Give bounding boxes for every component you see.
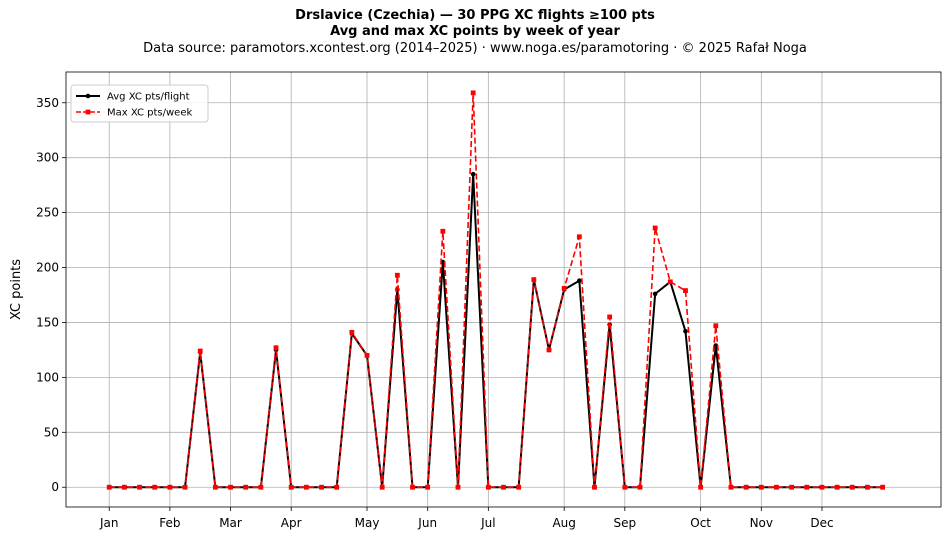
chart-subtitle: Avg and max XC points by week of year	[330, 24, 620, 39]
y-tick-label: 350	[36, 96, 59, 110]
data-point-max	[652, 225, 658, 231]
data-point-avg	[577, 278, 582, 284]
data-point-max	[182, 484, 188, 490]
x-tick-label: Nov	[750, 516, 773, 530]
series-avg	[106, 171, 885, 490]
data-point-max	[425, 484, 431, 490]
legend-marker	[85, 93, 91, 99]
data-point-max	[622, 484, 628, 490]
x-tick-label: Feb	[159, 516, 180, 530]
data-point-max	[349, 329, 355, 335]
plot-frame	[65, 71, 942, 508]
data-point-max	[774, 484, 779, 490]
data-point-max	[789, 484, 795, 490]
data-point-max	[592, 484, 597, 490]
legend-box	[70, 84, 209, 123]
data-point-max	[197, 348, 203, 354]
data-point-max	[501, 484, 506, 490]
x-tick-label: May	[355, 516, 380, 530]
data-point-max	[440, 228, 446, 234]
data-point-max	[288, 484, 294, 490]
data-point-max	[364, 353, 370, 358]
data-point-max	[849, 484, 855, 490]
data-point-max	[637, 484, 643, 490]
data-point-avg	[683, 328, 688, 334]
data-point-max	[273, 345, 279, 351]
data-point-max	[455, 484, 461, 490]
data-point-max	[758, 484, 764, 490]
data-point-avg	[713, 343, 719, 348]
data-point-max	[106, 484, 112, 490]
data-point-max	[379, 484, 385, 490]
data-point-max	[243, 484, 249, 490]
data-point-max	[410, 484, 415, 490]
y-tick-label: 250	[36, 206, 59, 220]
data-point-max	[152, 484, 158, 490]
x-tick-label: Apr	[281, 516, 302, 530]
data-point-max	[728, 484, 734, 490]
data-point-max	[561, 286, 567, 291]
x-tick-label: Aug	[552, 516, 575, 530]
y-axis-label: XC points	[9, 259, 24, 320]
data-point-max	[121, 484, 127, 490]
data-point-max	[713, 323, 719, 329]
data-point-max	[698, 484, 704, 490]
x-tick-label: Jul	[480, 516, 495, 530]
y-tick-label: 0	[51, 480, 59, 494]
data-point-max	[319, 484, 324, 490]
x-tick-label: Oct	[690, 516, 711, 530]
data-point-max	[516, 484, 522, 490]
data-point-max	[819, 484, 825, 490]
data-point-max	[334, 484, 340, 490]
x-tick-label: Sep	[614, 516, 637, 530]
data-point-max	[880, 484, 886, 490]
legend-label: Avg XC pts/flight	[107, 92, 190, 103]
data-point-max	[546, 347, 552, 353]
data-point-max	[470, 90, 476, 96]
data-point-max	[834, 484, 840, 490]
data-point-max	[485, 484, 491, 490]
data-point-avg	[652, 291, 658, 297]
data-point-max	[683, 288, 688, 293]
y-tick-label: 50	[44, 425, 59, 439]
data-point-max	[212, 484, 218, 490]
grid-lines	[66, 72, 941, 507]
y-tick-label: 200	[36, 261, 59, 275]
data-point-max	[667, 279, 673, 285]
data-point-avg	[470, 171, 476, 177]
legend-label: Max XC pts/week	[107, 108, 192, 119]
y-tick-label: 150	[36, 315, 59, 329]
data-point-max	[167, 484, 173, 490]
series-line-max	[109, 92, 883, 489]
series-max	[106, 90, 886, 490]
chart-title: Drslavice (Czechia) — 30 PPG XC flights …	[295, 8, 655, 23]
chart-titles: Drslavice (Czechia) — 30 PPG XC flights …	[0, 8, 950, 57]
data-point-max	[303, 484, 309, 490]
x-tick-label: Jun	[417, 516, 437, 530]
data-point-max	[804, 484, 810, 490]
legend: Avg XC pts/flight Max XC pts/week	[70, 84, 209, 123]
data-point-max	[576, 234, 582, 240]
data-source-note: Data source: paramotors.xcontest.org (20…	[143, 41, 807, 56]
x-tick-label: Dec	[810, 516, 833, 530]
data-point-max	[228, 484, 233, 490]
data-point-max	[137, 484, 142, 490]
x-tick-label: Mar	[219, 516, 242, 530]
series-line-avg	[109, 173, 883, 489]
y-tick-label: 100	[36, 370, 59, 384]
data-point-max	[607, 314, 613, 320]
data-point-max	[531, 277, 537, 283]
data-point-max	[743, 484, 749, 490]
y-tick-label: 300	[36, 151, 59, 165]
x-tick-label: Jan	[99, 516, 119, 530]
data-point-max	[394, 272, 400, 278]
legend-marker	[85, 109, 91, 115]
data-point-max	[865, 484, 870, 490]
data-point-max	[258, 484, 264, 490]
